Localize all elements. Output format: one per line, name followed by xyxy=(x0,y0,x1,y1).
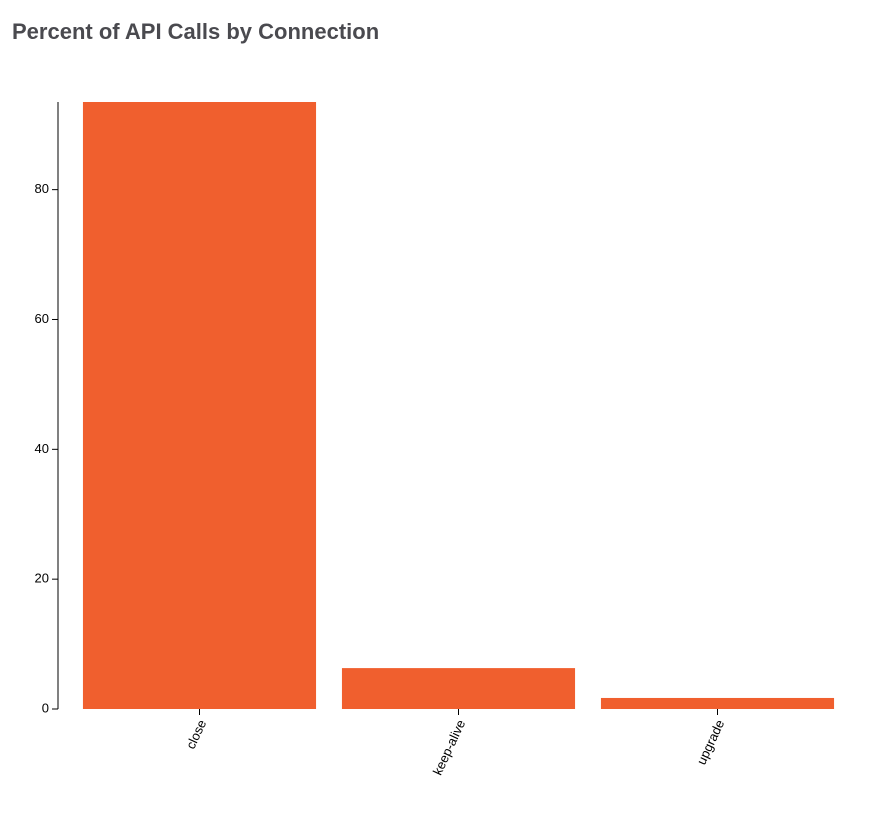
x-tick-label: close xyxy=(183,717,209,751)
y-tick-label: 80 xyxy=(35,181,49,196)
bar xyxy=(82,102,317,709)
y-tick-label: 60 xyxy=(35,311,49,326)
chart-title: Percent of API Calls by Connection xyxy=(12,19,379,44)
y-tick-label: 20 xyxy=(35,571,49,586)
bar xyxy=(341,668,576,709)
bar xyxy=(600,697,835,709)
x-tick-label: keep-alive xyxy=(430,717,469,777)
x-tick-label: upgrade xyxy=(694,717,728,767)
y-tick-label: 40 xyxy=(35,441,49,456)
y-tick-label: 0 xyxy=(42,700,49,715)
